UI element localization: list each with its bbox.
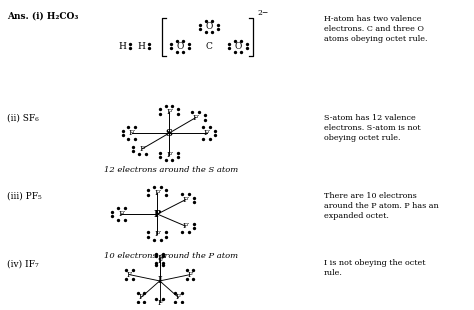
- Text: F: F: [166, 108, 172, 116]
- Text: F: F: [157, 299, 162, 308]
- Text: I is not obeying the octet
rule.: I is not obeying the octet rule.: [324, 259, 425, 277]
- Text: F: F: [138, 293, 144, 301]
- Text: O: O: [234, 42, 242, 51]
- Text: (ii) SF₆: (ii) SF₆: [8, 114, 39, 123]
- Text: I: I: [157, 277, 162, 286]
- Text: C: C: [205, 42, 212, 51]
- Text: F: F: [166, 151, 172, 159]
- Text: F: F: [157, 255, 162, 263]
- Text: H: H: [137, 42, 145, 51]
- Text: (iii) PF₅: (iii) PF₅: [8, 192, 42, 201]
- Text: H: H: [118, 42, 126, 51]
- Text: O: O: [176, 42, 183, 51]
- Text: O: O: [205, 22, 212, 31]
- Text: F: F: [155, 188, 160, 197]
- Text: Ans. (i) H₂CO₃: Ans. (i) H₂CO₃: [8, 12, 79, 21]
- Text: F: F: [182, 222, 188, 230]
- Text: F: F: [204, 129, 210, 137]
- Text: F: F: [193, 113, 199, 122]
- Text: 12 electrons around the S atom: 12 electrons around the S atom: [104, 166, 238, 174]
- Text: 2−: 2−: [257, 9, 268, 17]
- Text: F: F: [187, 271, 192, 279]
- Text: F: F: [155, 230, 160, 238]
- Text: F: F: [118, 210, 124, 218]
- Text: F: F: [182, 196, 188, 204]
- Text: H-atom has two valence
electrons. C and three O
atoms obeying octet rule.: H-atom has two valence electrons. C and …: [324, 15, 427, 43]
- Text: F: F: [139, 145, 146, 153]
- Text: 10 electrons around the P atom: 10 electrons around the P atom: [104, 251, 238, 259]
- Text: P: P: [154, 210, 161, 219]
- Text: S-atom has 12 valence
electrons. S-atom is not
obeying octet rule.: S-atom has 12 valence electrons. S-atom …: [324, 114, 420, 142]
- Text: S: S: [165, 129, 173, 138]
- Text: (iv) IF₇: (iv) IF₇: [8, 259, 39, 268]
- Text: F: F: [127, 271, 132, 279]
- Text: F: F: [176, 293, 181, 301]
- Text: F: F: [128, 129, 135, 137]
- Text: There are 10 electrons
around the P atom. P has an
expanded octet.: There are 10 electrons around the P atom…: [324, 192, 438, 220]
- Text: F: F: [157, 257, 162, 264]
